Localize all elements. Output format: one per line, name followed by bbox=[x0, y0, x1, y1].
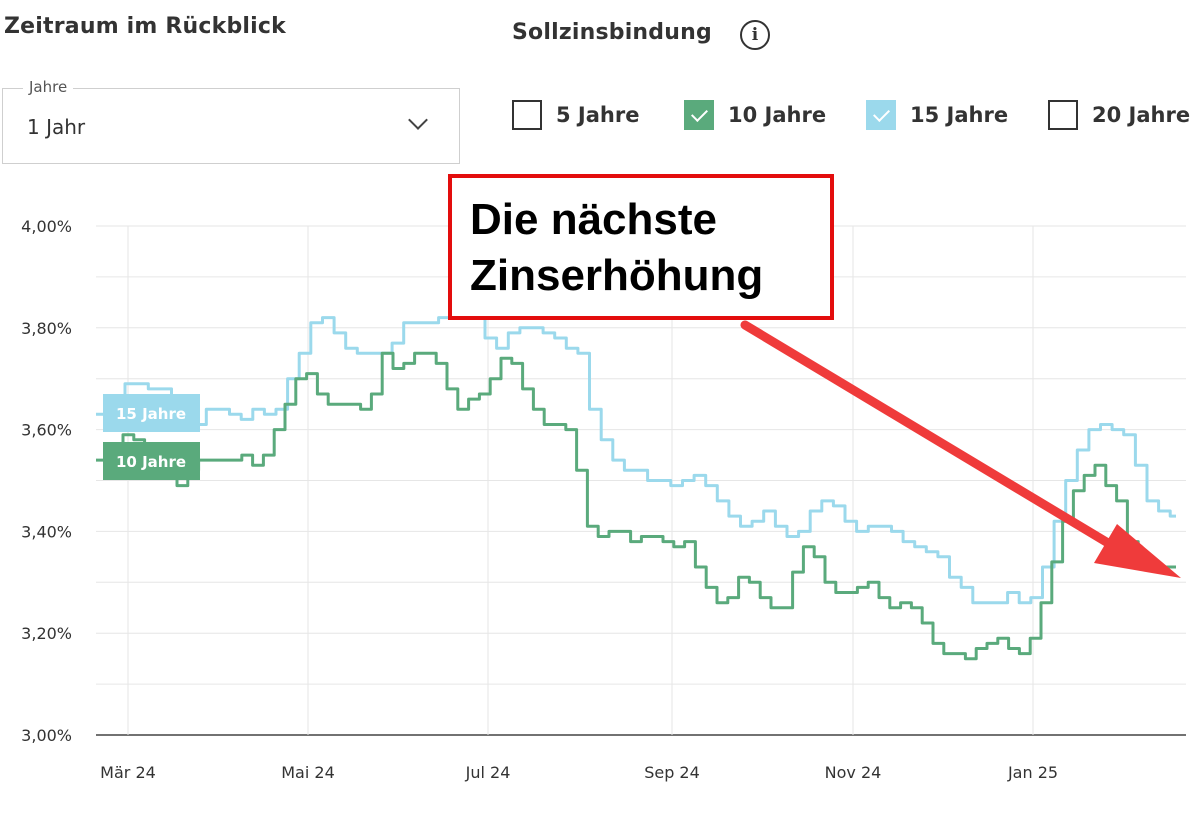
checkbox-box bbox=[866, 100, 896, 130]
series-line-10-jahre bbox=[96, 351, 1176, 661]
arrow-shaft bbox=[740, 320, 1133, 560]
checkbox-5-jahre[interactable]: 5 Jahre bbox=[512, 98, 639, 132]
range-title: Zeitraum im Rückblick bbox=[4, 14, 286, 39]
x-tick-label: Jan 25 bbox=[1007, 763, 1058, 782]
x-tick-label: Mai 24 bbox=[281, 763, 335, 782]
annotation-box: Die nächste Zinserhöhung bbox=[448, 174, 834, 320]
series-tag-bg bbox=[103, 442, 200, 480]
fixed-rate-title: Sollzinsbindung bbox=[512, 20, 712, 45]
checkbox-label: 15 Jahre bbox=[910, 103, 1009, 127]
checkbox-label: 10 Jahre bbox=[728, 103, 827, 127]
y-tick-label: 4,00% bbox=[21, 217, 72, 236]
y-tick-label: 3,60% bbox=[21, 421, 72, 440]
series-tag-bg bbox=[103, 394, 200, 432]
checkbox-box bbox=[684, 100, 714, 130]
axis-ticks: 4,00% 3,80% 3,60% 3,40% 3,20% 3,00% Mär 24 Mai … bbox=[21, 217, 1058, 782]
period-select[interactable]: Jahre 1 Jahr bbox=[2, 78, 460, 164]
checkbox-15-jahre[interactable]: 15 Jahre bbox=[866, 98, 1008, 132]
checkbox-box bbox=[512, 100, 542, 130]
y-tick-label: 3,80% bbox=[21, 319, 72, 338]
y-tick-label: 3,20% bbox=[21, 624, 72, 643]
x-tick-label: Nov 24 bbox=[825, 763, 882, 782]
arrow-head bbox=[1094, 524, 1181, 578]
series-tag: 10 Jahre bbox=[103, 442, 200, 480]
checkbox-label: 20 Jahre bbox=[1092, 103, 1191, 127]
term-checkboxes: 5 Jahre 10 Jahre 15 Jahre 20 Jahre bbox=[512, 98, 1200, 132]
y-tick-label: 3,40% bbox=[21, 522, 72, 541]
series-line-15-jahre bbox=[96, 300, 1176, 605]
period-select-value: 1 Jahr bbox=[27, 115, 86, 139]
annotation-arrow bbox=[740, 320, 1181, 578]
series-tag: 15 Jahre bbox=[103, 394, 200, 432]
series-lines bbox=[96, 300, 1176, 661]
series-tags: 15 Jahre 10 Jahre bbox=[103, 394, 200, 480]
x-tick-label: Sep 24 bbox=[644, 763, 700, 782]
checkbox-label: 5 Jahre bbox=[556, 103, 640, 127]
annotation-text: Die nächste Zinserhöhung bbox=[470, 195, 764, 300]
period-select-label: Jahre bbox=[23, 78, 74, 96]
checkbox-box bbox=[1048, 100, 1078, 130]
checkbox-20-jahre[interactable]: 20 Jahre bbox=[1048, 98, 1190, 132]
series-tag-label: 15 Jahre bbox=[116, 405, 186, 423]
x-tick-label: Jul 24 bbox=[465, 763, 511, 782]
info-icon[interactable]: i bbox=[740, 20, 770, 50]
checkbox-10-jahre[interactable]: 10 Jahre bbox=[684, 98, 826, 132]
x-tick-label: Mär 24 bbox=[100, 763, 156, 782]
series-tag-label: 10 Jahre bbox=[116, 453, 186, 471]
y-tick-label: 3,00% bbox=[21, 726, 72, 745]
